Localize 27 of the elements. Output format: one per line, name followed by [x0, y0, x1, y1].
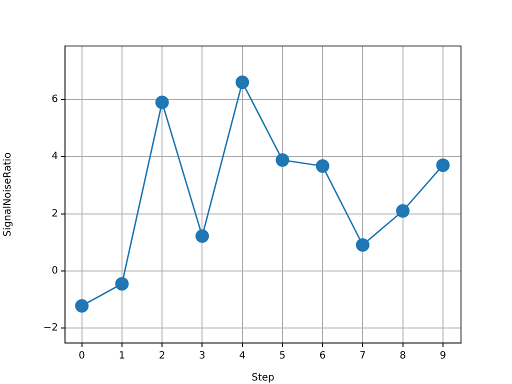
- y-tick-label: 2: [52, 208, 58, 220]
- x-tick-label: 5: [279, 350, 286, 362]
- x-tick-label: 0: [78, 350, 86, 362]
- x-tick-label: 9: [440, 350, 446, 362]
- point: [75, 299, 89, 313]
- x-axis-title: Step: [252, 372, 274, 384]
- x-tick-label: 1: [118, 350, 126, 362]
- y-axis-title: SignalNoiseRatio: [2, 152, 14, 237]
- x-tick-label: 7: [360, 350, 366, 362]
- x-tick-label: 2: [158, 350, 166, 362]
- y-tick-label: 4: [52, 151, 58, 162]
- point: [356, 238, 370, 252]
- point: [316, 159, 330, 173]
- x-tick-label: 4: [239, 350, 246, 362]
- y-tick-label: −2: [43, 322, 58, 334]
- point: [115, 277, 129, 291]
- point: [155, 96, 169, 110]
- x-tick-label: 6: [319, 350, 326, 362]
- point: [436, 158, 450, 172]
- point: [195, 229, 209, 243]
- x-tick-label: 3: [199, 350, 206, 362]
- x-tick-label: 8: [400, 350, 406, 362]
- point: [396, 204, 410, 218]
- point: [276, 153, 290, 167]
- y-tick-label: 6: [52, 94, 58, 106]
- point: [236, 76, 250, 90]
- y-tick-label: 0: [52, 266, 58, 277]
